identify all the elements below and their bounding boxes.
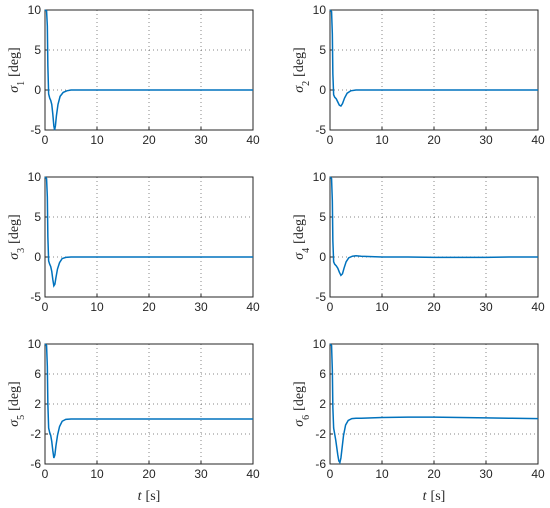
y-tick-label: 5 bbox=[319, 210, 326, 224]
y-tick-label: -6 bbox=[30, 457, 41, 471]
y-axis-unit: [deg] bbox=[292, 47, 307, 77]
x-tick-label: 0 bbox=[42, 300, 49, 314]
series-line-sigma-5 bbox=[44, 343, 253, 459]
x-tick-label: 0 bbox=[42, 133, 49, 147]
x-tick-label: 10 bbox=[90, 133, 104, 147]
x-tick-label: 10 bbox=[90, 300, 104, 314]
y-axis-unit: [deg] bbox=[7, 47, 22, 77]
y-axis-symbol: σ bbox=[7, 252, 22, 260]
x-axis-var: t bbox=[138, 489, 143, 504]
y-axis-symbol: σ bbox=[292, 419, 307, 427]
y-tick-label: 10 bbox=[313, 337, 327, 351]
x-tick-label: 10 bbox=[375, 133, 389, 147]
y-axis-label: σ2 [deg] bbox=[292, 47, 312, 92]
x-axis-label: t [s] bbox=[138, 489, 161, 504]
y-tick-label: 6 bbox=[34, 367, 41, 381]
x-tick-label: 20 bbox=[142, 133, 156, 147]
x-tick-label: 0 bbox=[327, 133, 334, 147]
x-tick-label: 0 bbox=[327, 467, 334, 481]
x-tick-label: 20 bbox=[142, 467, 156, 481]
x-axis-var: t bbox=[423, 489, 428, 504]
y-tick-label: 10 bbox=[28, 3, 42, 17]
y-tick-label: 5 bbox=[319, 43, 326, 57]
y-tick-label: -5 bbox=[30, 290, 41, 304]
y-axis-subscript: 3 bbox=[16, 248, 27, 253]
x-tick-label: 30 bbox=[479, 467, 493, 481]
x-tick-label: 10 bbox=[90, 467, 104, 481]
y-tick-label: 10 bbox=[313, 3, 327, 17]
x-tick-label: 20 bbox=[427, 133, 441, 147]
y-axis-symbol: σ bbox=[7, 85, 22, 93]
x-tick-label: 0 bbox=[327, 300, 334, 314]
series-line-sigma-3 bbox=[44, 176, 253, 288]
y-axis-unit: [deg] bbox=[7, 381, 22, 411]
y-tick-label: 2 bbox=[319, 397, 326, 411]
y-tick-label: 0 bbox=[34, 250, 41, 264]
y-axis-label: σ4 [deg] bbox=[292, 214, 312, 259]
x-tick-label: 40 bbox=[246, 133, 260, 147]
y-axis-subscript: 1 bbox=[16, 81, 27, 86]
x-tick-label: 20 bbox=[427, 467, 441, 481]
x-tick-label: 30 bbox=[194, 467, 208, 481]
x-tick-label: 40 bbox=[246, 300, 260, 314]
y-axis-subscript: 6 bbox=[301, 415, 312, 420]
x-tick-label: 20 bbox=[142, 300, 156, 314]
y-tick-label: -5 bbox=[315, 123, 326, 137]
y-tick-label: 6 bbox=[319, 367, 326, 381]
y-axis-unit: [deg] bbox=[7, 214, 22, 244]
x-tick-label: 40 bbox=[531, 467, 545, 481]
series-line-sigma-6 bbox=[329, 343, 539, 465]
y-axis-label: σ1 [deg] bbox=[7, 47, 27, 92]
y-tick-label: -6 bbox=[315, 457, 326, 471]
y-axis-subscript: 5 bbox=[16, 415, 27, 420]
y-tick-label: 5 bbox=[34, 43, 41, 57]
x-tick-label: 20 bbox=[427, 300, 441, 314]
y-axis-subscript: 4 bbox=[301, 248, 312, 253]
y-tick-label: 0 bbox=[319, 250, 326, 264]
y-axis-unit: [deg] bbox=[292, 214, 307, 244]
x-axis-label: t [s] bbox=[423, 489, 446, 504]
x-tick-label: 40 bbox=[531, 300, 545, 314]
y-axis-symbol: σ bbox=[7, 419, 22, 427]
y-tick-label: 2 bbox=[34, 397, 41, 411]
y-axis-unit: [deg] bbox=[292, 381, 307, 411]
y-tick-label: 10 bbox=[313, 170, 327, 184]
y-tick-label: 10 bbox=[28, 337, 42, 351]
y-tick-label: 5 bbox=[34, 210, 41, 224]
subplot-sigma-5: 0 10 20 30 40 -6 -2 2 6 10 σ5 [deg] bbox=[7, 337, 260, 481]
x-tick-label: 40 bbox=[531, 133, 545, 147]
y-tick-label: -2 bbox=[30, 427, 41, 441]
x-axis-unit: [s] bbox=[431, 489, 446, 504]
y-tick-label: 0 bbox=[34, 83, 41, 97]
x-tick-label: 30 bbox=[479, 133, 493, 147]
x-tick-label: 10 bbox=[375, 467, 389, 481]
y-tick-label: 10 bbox=[28, 170, 42, 184]
x-tick-label: 30 bbox=[194, 300, 208, 314]
x-tick-label: 0 bbox=[42, 467, 49, 481]
x-tick-label: 40 bbox=[246, 467, 260, 481]
series-line-sigma-4 bbox=[329, 176, 538, 277]
x-tick-label: 10 bbox=[375, 300, 389, 314]
series-line-sigma-2 bbox=[329, 9, 538, 107]
y-axis-symbol: σ bbox=[292, 85, 307, 93]
series-line-sigma-1 bbox=[44, 9, 253, 131]
y-tick-label: 0 bbox=[319, 83, 326, 97]
x-tick-label: 30 bbox=[194, 133, 208, 147]
y-tick-label: -5 bbox=[315, 290, 326, 304]
y-axis-label: σ6 [deg] bbox=[292, 381, 312, 426]
x-axis-unit: [s] bbox=[146, 489, 161, 504]
x-tick-label: 30 bbox=[479, 300, 493, 314]
y-tick-label: -5 bbox=[30, 123, 41, 137]
y-axis-subscript: 2 bbox=[301, 81, 312, 86]
y-axis-symbol: σ bbox=[292, 252, 307, 260]
y-tick-label: -2 bbox=[315, 427, 326, 441]
y-axis-label: σ5 [deg] bbox=[7, 381, 27, 426]
y-axis-label: σ3 [deg] bbox=[7, 214, 27, 259]
